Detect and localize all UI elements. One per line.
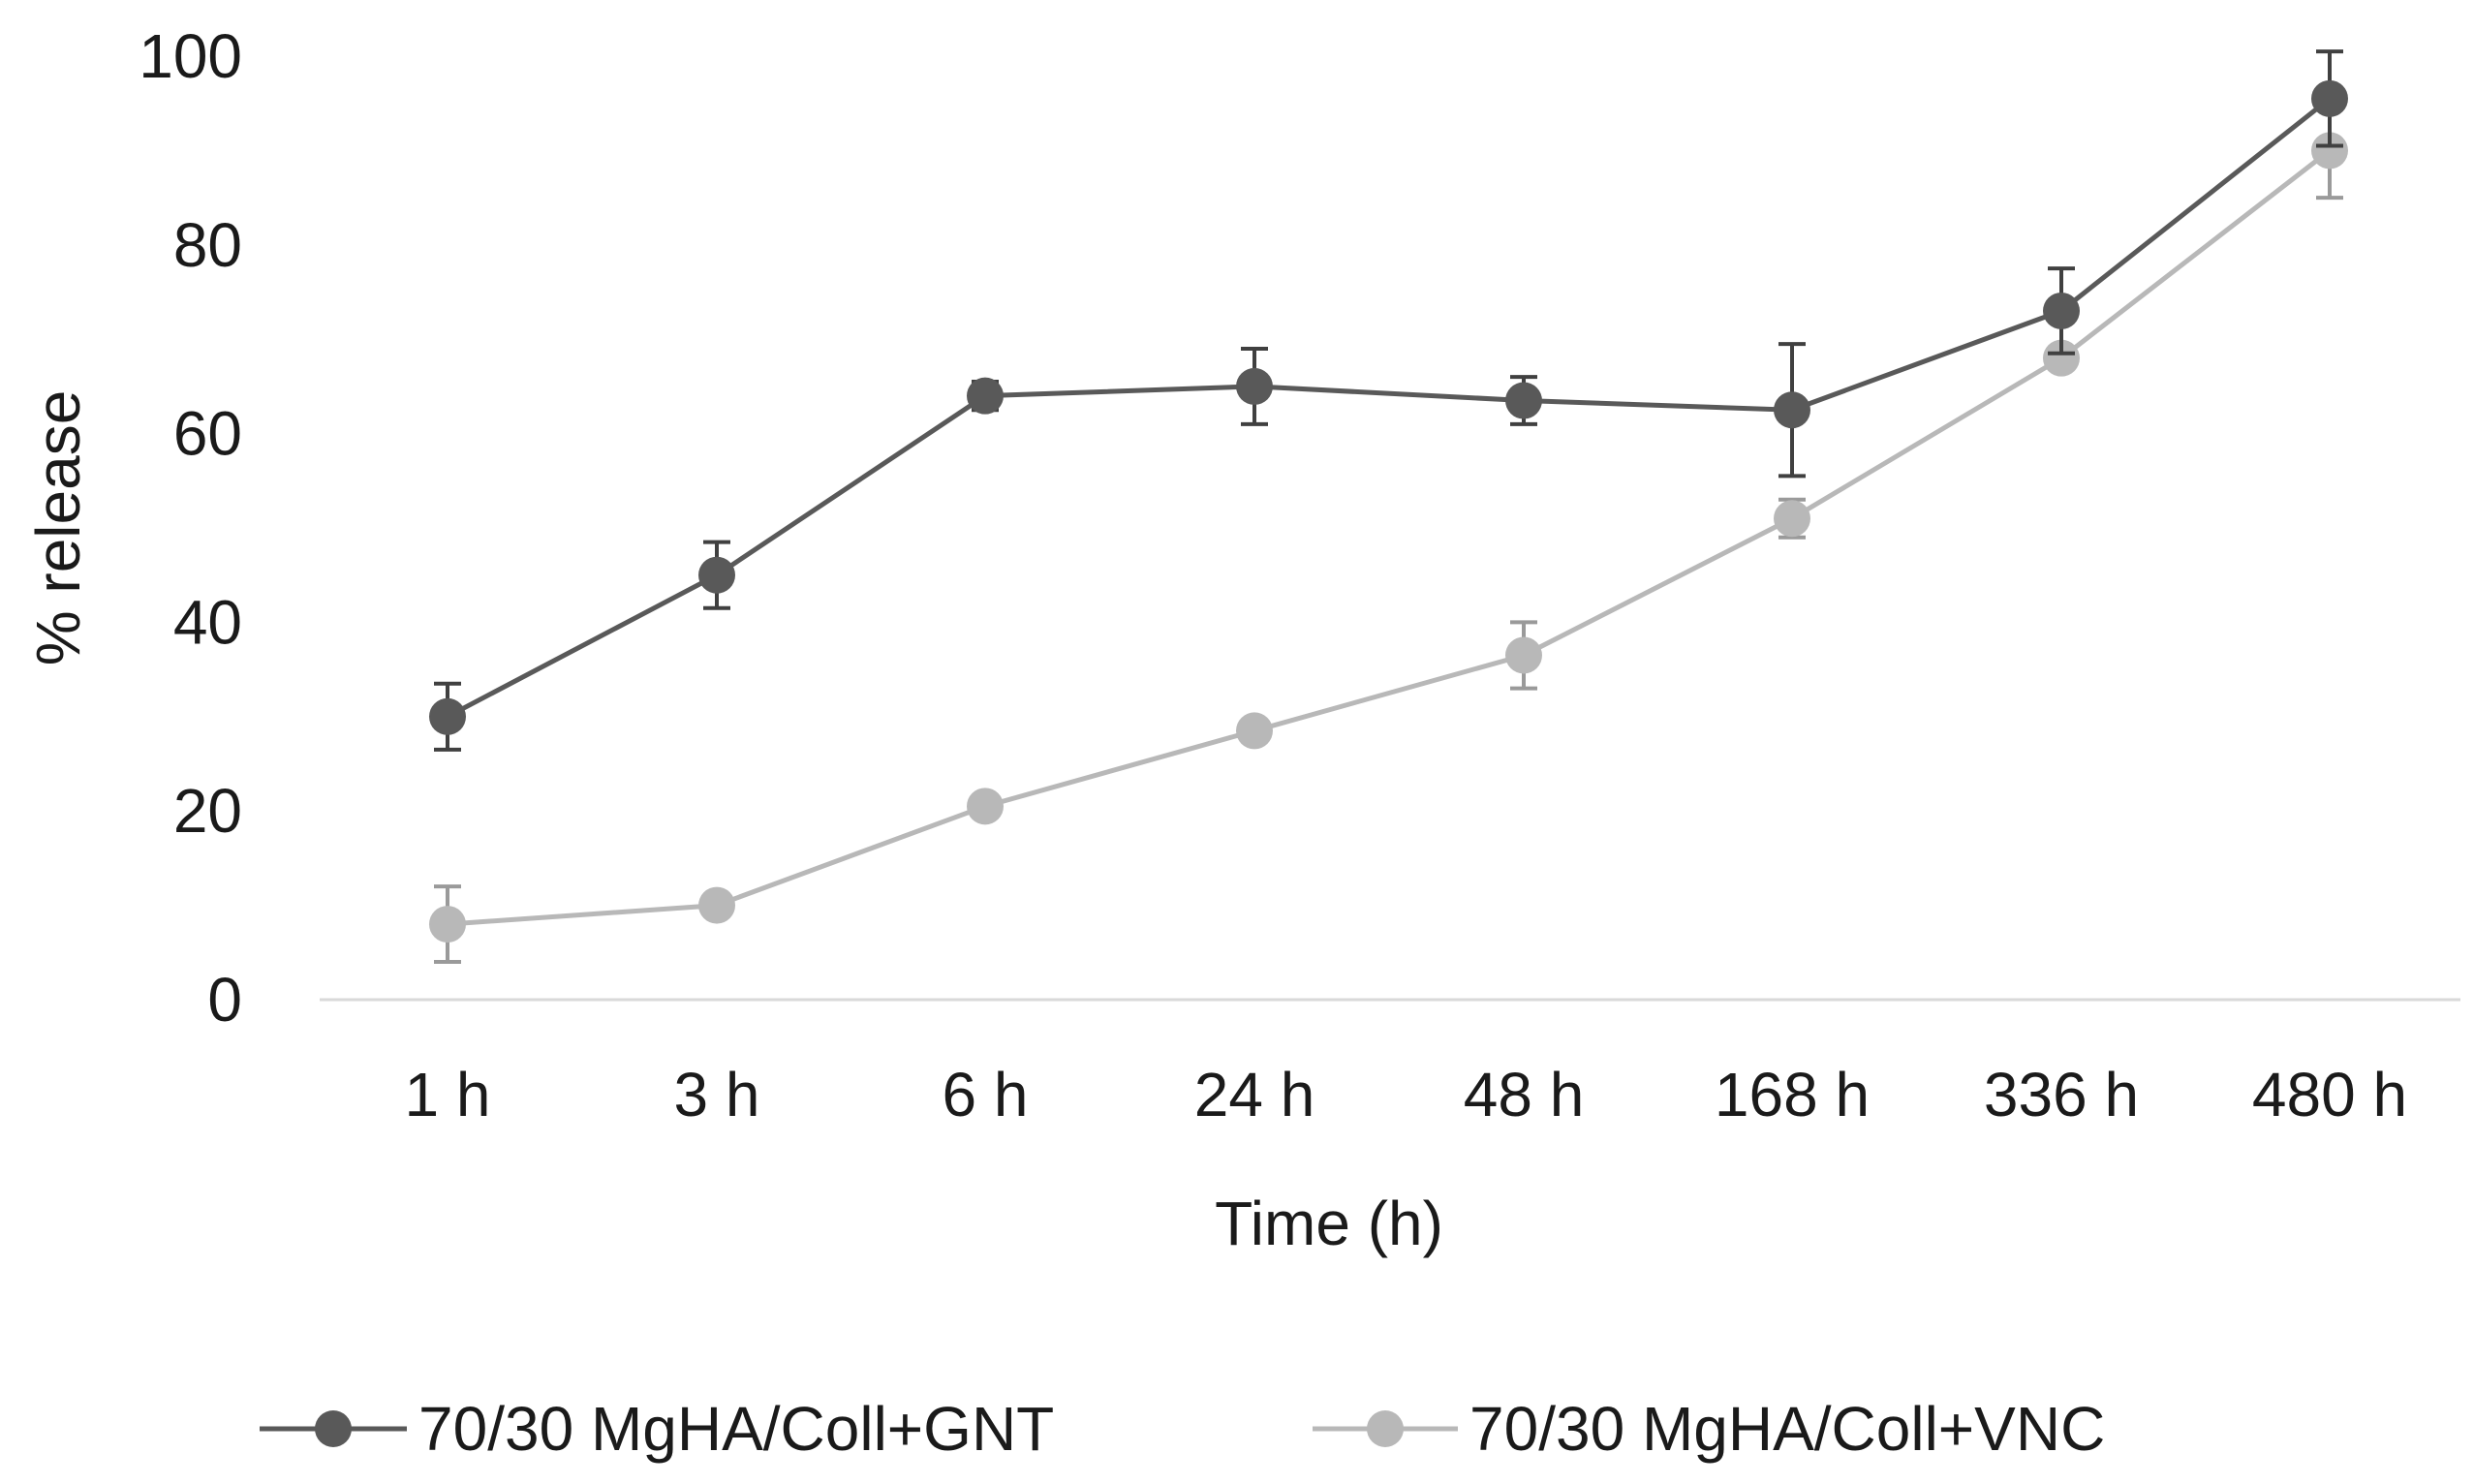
data-point xyxy=(1774,500,1810,538)
legend-label: 70/30 MgHA/Coll+VNC xyxy=(1469,1394,2105,1464)
data-point xyxy=(967,377,1004,415)
series-line xyxy=(447,148,2332,927)
y-tick-label: 100 xyxy=(139,21,242,91)
y-tick-label: 80 xyxy=(173,210,242,280)
x-tick-label: 336 h xyxy=(1984,1060,2139,1129)
x-tick-label: 48 h xyxy=(1464,1060,1585,1129)
legend: 70/30 MgHA/Coll+GNT 70/30 MgHA/Coll+VNC xyxy=(260,1394,2105,1464)
y-axis-tick-labels: 0 20 40 60 80 100 xyxy=(139,21,242,1035)
y-tick-label: 20 xyxy=(173,776,242,846)
data-point xyxy=(698,886,735,924)
x-tick-label: 6 h xyxy=(943,1060,1029,1129)
data-point xyxy=(2043,292,2080,329)
series-layer xyxy=(429,49,2348,965)
series-2 xyxy=(429,101,2348,965)
series-line xyxy=(446,96,2332,720)
x-tick-label: 3 h xyxy=(674,1060,760,1129)
x-tick-label: 1 h xyxy=(405,1060,491,1129)
y-tick-label: 40 xyxy=(173,587,242,657)
legend-label: 70/30 MgHA/Coll+GNT xyxy=(418,1394,1054,1464)
data-point xyxy=(2311,132,2348,170)
legend-entry: 70/30 MgHA/Coll+VNC xyxy=(1313,1394,2105,1464)
legend-entry: 70/30 MgHA/Coll+GNT xyxy=(260,1394,1054,1464)
data-point xyxy=(1505,636,1542,674)
data-point xyxy=(1774,391,1810,429)
legend-marker xyxy=(1367,1410,1404,1447)
data-point xyxy=(429,697,466,735)
data-point xyxy=(1236,712,1273,750)
data-point xyxy=(1236,367,1273,405)
data-point xyxy=(2043,339,2080,377)
data-point xyxy=(698,556,735,594)
data-point xyxy=(429,906,466,943)
x-tick-label: 24 h xyxy=(1194,1060,1315,1129)
data-point xyxy=(967,788,1004,825)
legend-marker xyxy=(315,1410,352,1447)
series-1 xyxy=(429,49,2348,752)
x-axis-title: Time (h) xyxy=(1215,1189,1443,1258)
y-axis-title: % release xyxy=(23,390,93,666)
y-tick-label: 60 xyxy=(173,399,242,469)
data-point xyxy=(2311,79,2348,117)
x-tick-label: 480 h xyxy=(2252,1060,2407,1129)
x-axis-tick-labels: 1 h 3 h 6 h 24 h 48 h 168 h 336 h 480 h xyxy=(405,1060,2408,1129)
x-tick-label: 168 h xyxy=(1715,1060,1870,1129)
data-point xyxy=(1505,382,1542,419)
y-tick-label: 0 xyxy=(207,965,242,1035)
